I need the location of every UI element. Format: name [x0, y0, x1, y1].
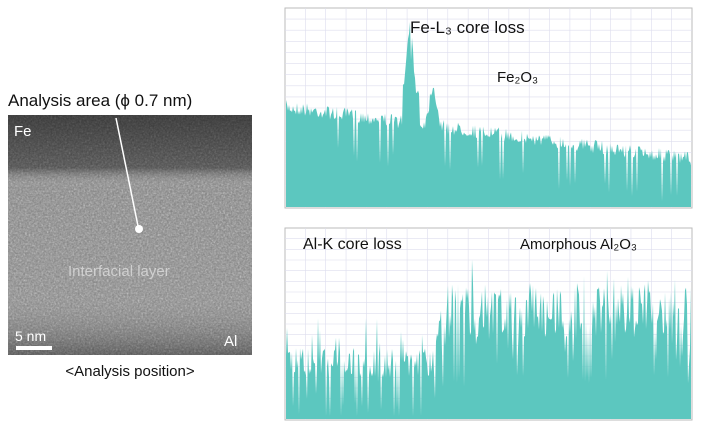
- probe-line: [115, 117, 139, 227]
- spectrum-fill: [286, 22, 691, 207]
- label-interface: Interfacial layer: [68, 263, 170, 280]
- scale-label: 5 nm: [15, 328, 46, 344]
- spectrum-label: Fe₂O₃: [497, 69, 538, 86]
- spectrum-label: Amorphous Al₂O₃: [520, 236, 637, 253]
- image-shade: [8, 115, 252, 355]
- probe-point: [135, 225, 143, 233]
- image-footer: <Analysis position>: [65, 363, 194, 380]
- label-al: Al: [224, 333, 237, 350]
- spectrum-title: Al-K core loss: [303, 236, 402, 253]
- label-fe: Fe: [14, 123, 32, 140]
- image-caption: Analysis area (ϕ 0.7 nm): [8, 91, 192, 110]
- spectrum-panel: [284, 7, 693, 209]
- spectrum-title: Fe-L₃ core loss: [410, 18, 525, 37]
- spectrum-fill: [286, 259, 691, 419]
- spectrum-panel: [284, 227, 693, 421]
- tem-image: Fe Interfacial layer 5 nm Al: [8, 115, 252, 355]
